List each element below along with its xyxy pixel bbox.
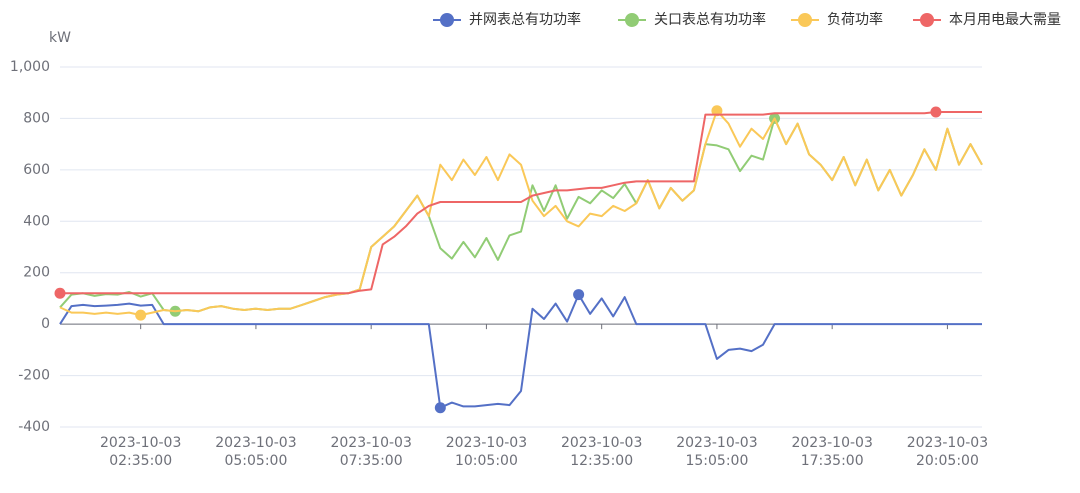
series-line bbox=[59, 109, 983, 317]
legend-icon bbox=[440, 13, 454, 27]
x-tick-label: 2023-10-03 07:35:00 bbox=[330, 435, 411, 469]
y-tick-label: 400 bbox=[23, 213, 50, 229]
y-axis-label: kW bbox=[49, 30, 71, 46]
y-tick-label: 0 bbox=[41, 316, 50, 332]
legend-text: 关口表总有功功率 bbox=[654, 11, 766, 28]
extreme-marker bbox=[434, 402, 446, 414]
legend-text: 并网表总有功功率 bbox=[469, 11, 581, 28]
x-tick-label: 2023-10-03 15:05:00 bbox=[676, 435, 757, 469]
y-tick-label: 200 bbox=[23, 265, 50, 281]
legend-icon bbox=[920, 13, 934, 27]
y-tick-label: 800 bbox=[23, 110, 50, 126]
x-tick-label: 2023-10-03 05:05:00 bbox=[215, 435, 296, 469]
extreme-marker bbox=[930, 106, 942, 118]
series-line bbox=[59, 117, 983, 313]
series-line bbox=[60, 111, 982, 295]
x-tick-label: 2023-10-03 10:05:00 bbox=[446, 435, 527, 469]
x-tick-label: 2023-10-03 17:35:00 bbox=[791, 435, 872, 469]
x-tick-label: 2023-10-03 02:35:00 bbox=[100, 435, 181, 469]
extreme-marker bbox=[54, 287, 66, 299]
extreme-marker bbox=[711, 105, 723, 117]
legend-text: 本月用电最大需量 bbox=[949, 12, 1061, 28]
series-line bbox=[59, 293, 982, 409]
legend-text: 负荷功率 bbox=[827, 11, 883, 28]
y-tick-label: 600 bbox=[23, 162, 50, 178]
y-tick-label: 1,000 bbox=[10, 59, 50, 75]
extreme-marker bbox=[573, 289, 585, 301]
x-tick-label: 2023-10-03 20:05:00 bbox=[907, 435, 988, 469]
y-tick-label: -200 bbox=[18, 368, 50, 384]
legend-icon bbox=[798, 13, 812, 27]
y-tick-label: -400 bbox=[18, 419, 50, 435]
extreme-marker bbox=[135, 309, 147, 321]
legend-icon bbox=[625, 13, 639, 27]
x-tick-label: 2023-10-03 12:35:00 bbox=[561, 435, 642, 469]
